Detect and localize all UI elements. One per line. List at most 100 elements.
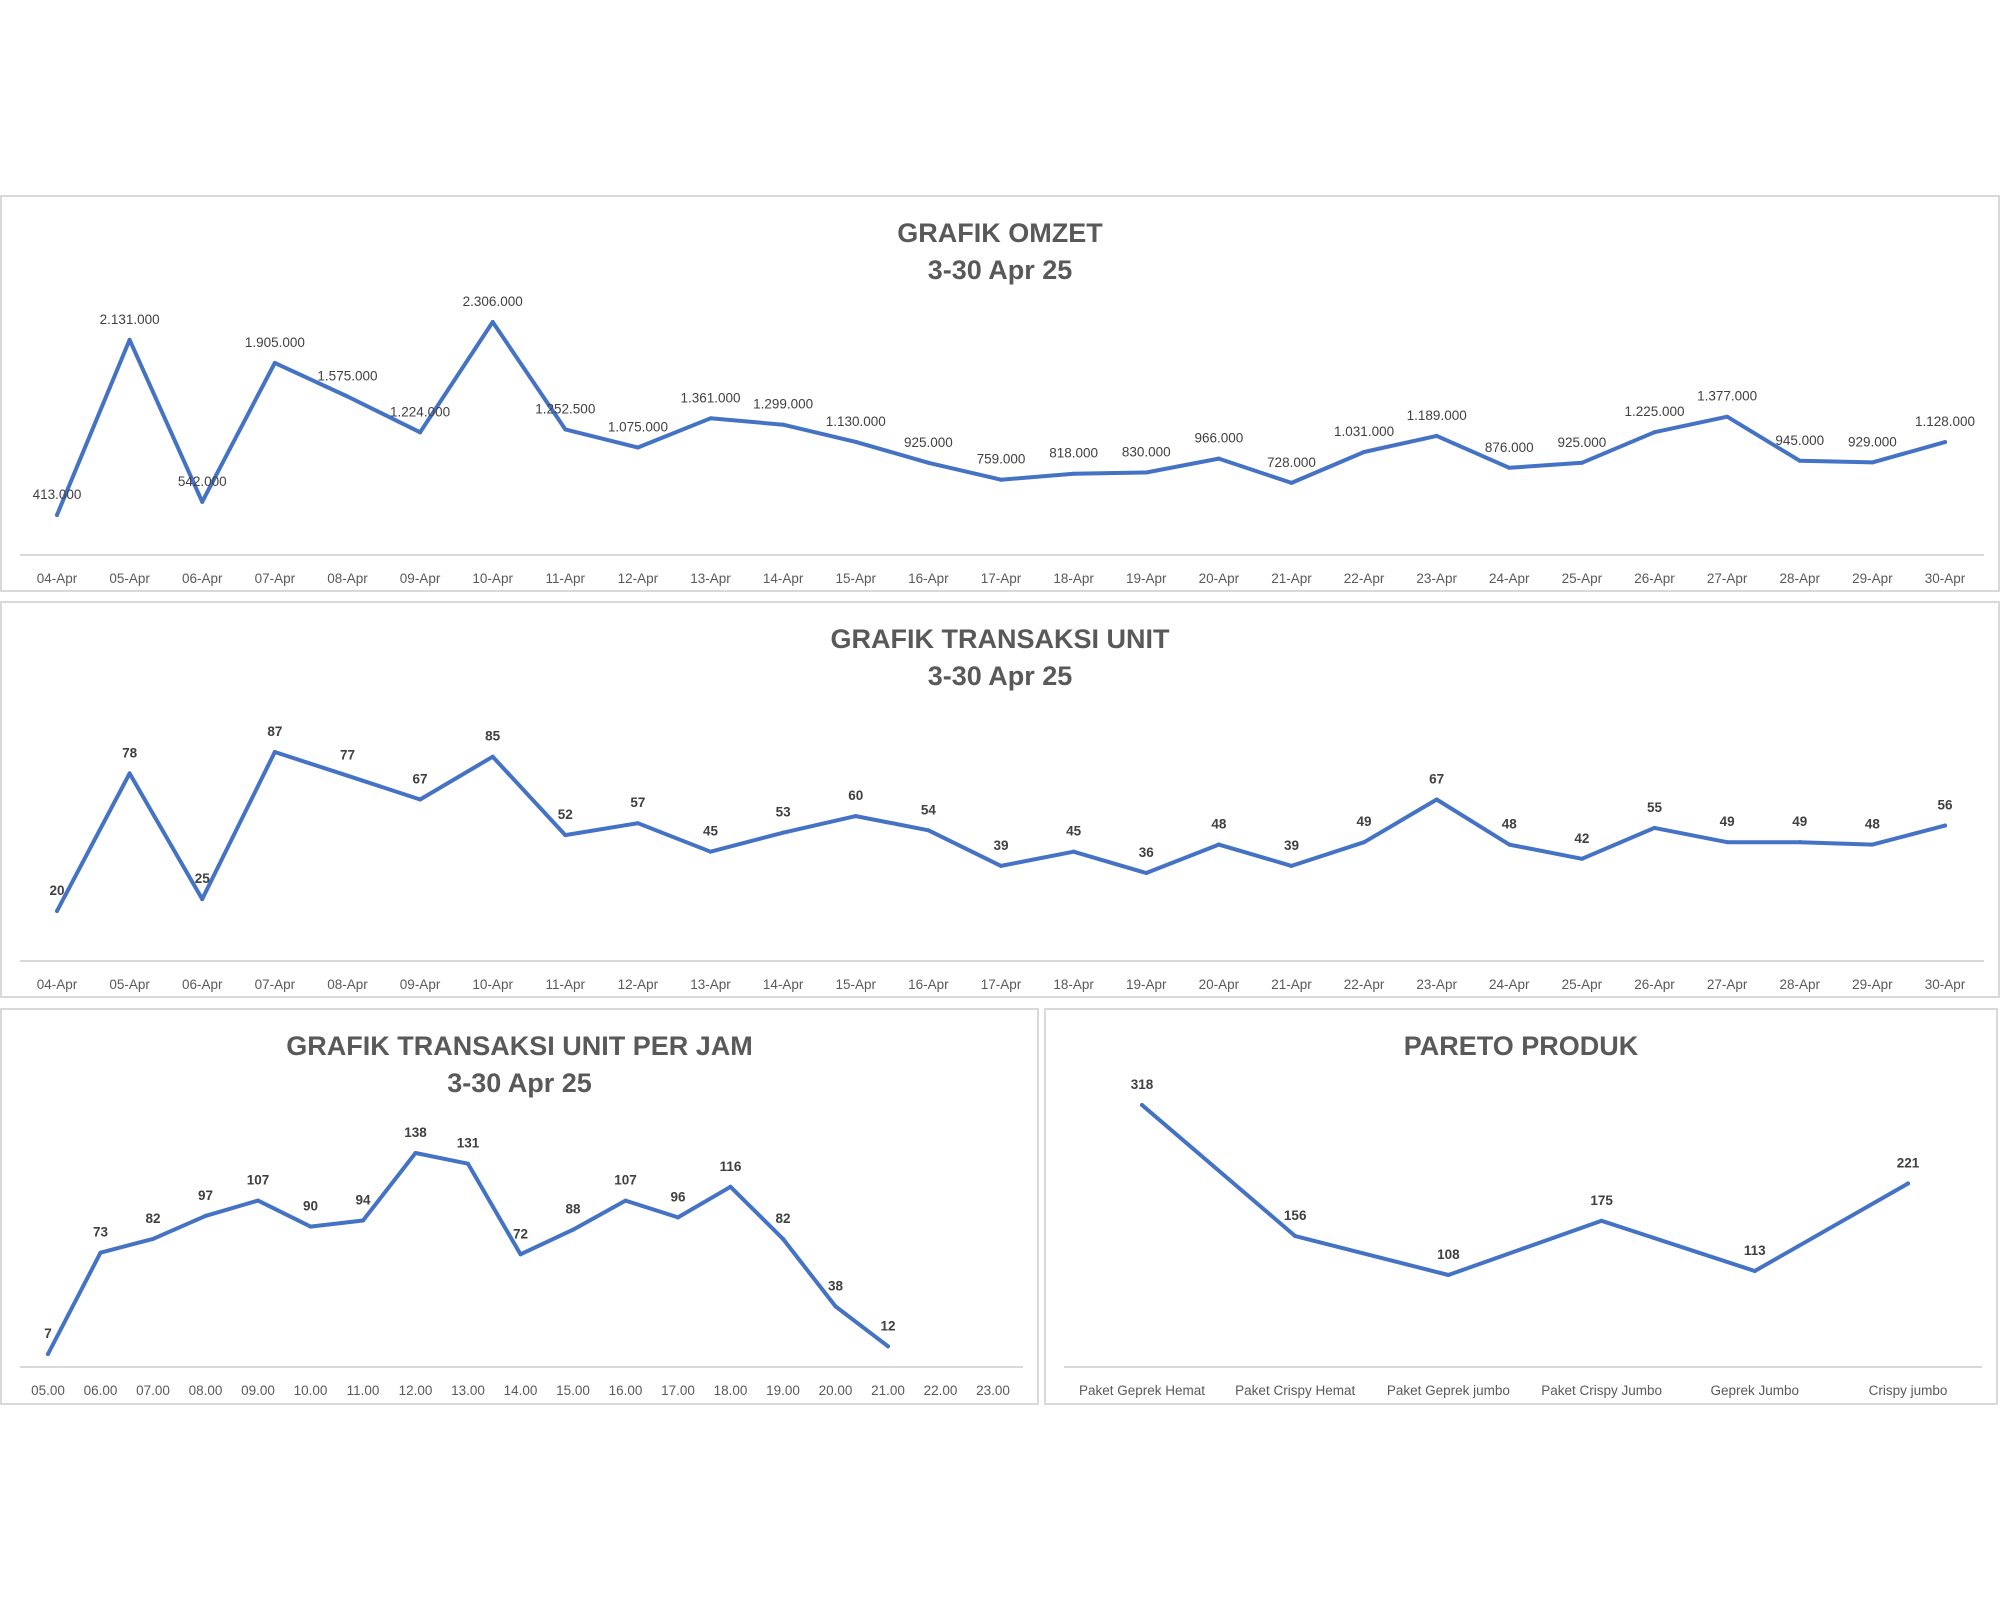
chart-title-block: GRAFIK TRANSAKSI UNIT 3-30 Apr 25 <box>2 621 1998 695</box>
x-tick-label: 08-Apr <box>327 977 368 992</box>
data-point <box>272 750 277 754</box>
x-tick-label: 21-Apr <box>1271 571 1312 586</box>
data-label: 85 <box>485 729 501 744</box>
data-label: 945.000 <box>1775 433 1824 448</box>
data-point <box>55 513 59 517</box>
data-label: 113 <box>1744 1243 1766 1258</box>
data-point <box>1725 414 1730 419</box>
data-label: 1.031.000 <box>1334 424 1394 439</box>
data-point <box>1507 842 1512 847</box>
data-label: 925.000 <box>1558 435 1607 450</box>
data-label: 67 <box>1429 771 1444 786</box>
chart-panel-transaksi-unit: GRAFIK TRANSAKSI UNIT 3-30 Apr 25 20 78 25… <box>0 601 2000 998</box>
x-tick-label: 16-Apr <box>908 977 949 992</box>
x-tick-label: 26-Apr <box>1634 977 1675 992</box>
data-label: 728.000 <box>1267 455 1316 470</box>
data-label: 94 <box>355 1193 371 1208</box>
data-label: 818.000 <box>1049 446 1098 461</box>
x-tick-label: 12.00 <box>399 1383 433 1398</box>
data-point <box>1362 840 1367 845</box>
data-point <box>1293 1234 1298 1239</box>
x-tick-label: 13-Apr <box>690 571 731 586</box>
data-point <box>413 1151 418 1155</box>
x-tick-label: 13.00 <box>451 1383 485 1398</box>
data-label: 876.000 <box>1485 440 1534 455</box>
data-label: 72 <box>513 1226 528 1241</box>
x-tick-label: 08-Apr <box>327 571 368 586</box>
data-label: 759.000 <box>977 452 1026 467</box>
x-tick-label: 16.00 <box>609 1383 643 1398</box>
data-point <box>1144 871 1149 876</box>
x-tick-label: Paket Crispy Hemat <box>1235 1383 1355 1398</box>
data-label: 52 <box>558 807 573 822</box>
data-label: 1.905.000 <box>245 335 305 350</box>
data-point <box>1579 460 1584 465</box>
x-tick-label: 29-Apr <box>1852 977 1893 992</box>
x-tick-label: 23-Apr <box>1416 977 1457 992</box>
data-point <box>256 1198 260 1203</box>
data-label: 107 <box>247 1173 270 1188</box>
data-label: 38 <box>828 1278 844 1293</box>
data-label: 138 <box>404 1125 427 1140</box>
x-tick-label: 10-Apr <box>472 977 513 992</box>
chart-title-block: PARETO PRODUK <box>1046 1028 1996 1065</box>
data-label: 54 <box>921 802 937 817</box>
data-point <box>308 1224 313 1229</box>
x-tick-label: 21-Apr <box>1271 977 1312 992</box>
data-label: 73 <box>93 1225 109 1240</box>
data-label: 925.000 <box>904 435 953 450</box>
x-tick-label: 07.00 <box>136 1383 170 1398</box>
data-label: 108 <box>1437 1247 1460 1262</box>
x-tick-label: 11.00 <box>347 1383 380 1398</box>
x-tick-label: 22.00 <box>924 1383 958 1398</box>
data-label: 156 <box>1284 1208 1307 1223</box>
x-tick-label: Paket Crispy Jumbo <box>1541 1383 1662 1398</box>
data-point <box>853 439 858 444</box>
data-label: 1.361.000 <box>681 390 741 405</box>
data-label: 60 <box>848 788 863 803</box>
data-label: 55 <box>1647 800 1663 815</box>
x-tick-label: 07-Apr <box>255 977 296 992</box>
data-point <box>200 499 205 504</box>
data-point <box>1507 465 1512 470</box>
x-tick-label: 30-Apr <box>1925 977 1966 992</box>
data-point <box>55 909 59 913</box>
x-tick-label: Crispy jumbo <box>1869 1383 1948 1398</box>
chart-subtitle: 3-30 Apr 25 <box>927 661 1073 691</box>
x-tick-label: Paket Geprek Hemat <box>1079 1383 1205 1398</box>
data-point <box>1434 797 1439 802</box>
data-point <box>418 430 423 435</box>
data-point <box>1870 460 1875 465</box>
data-label: 1.128.000 <box>1915 414 1975 429</box>
x-tick-label: Geprek Jumbo <box>1711 1383 1800 1398</box>
data-label: 1.130.000 <box>826 414 886 429</box>
data-label: 1.575.000 <box>317 369 377 384</box>
data-point <box>635 445 640 450</box>
data-point <box>200 897 205 902</box>
data-point <box>1362 449 1367 454</box>
data-label: 36 <box>1139 845 1155 860</box>
data-point <box>466 1161 470 1166</box>
data-point <box>1943 440 1947 445</box>
data-label: 966.000 <box>1194 431 1243 446</box>
x-tick-label: 10.00 <box>294 1383 328 1398</box>
data-label: 1.225.000 <box>1625 404 1685 419</box>
x-tick-label: 25-Apr <box>1562 571 1603 586</box>
data-point <box>490 320 495 324</box>
x-tick-label: 20-Apr <box>1199 977 1240 992</box>
data-point <box>1943 823 1947 828</box>
data-label: 39 <box>1284 838 1299 853</box>
x-tick-label: 27-Apr <box>1707 571 1748 586</box>
data-label: 542.000 <box>178 474 227 489</box>
data-label: 116 <box>720 1159 742 1174</box>
data-label: 1.299.000 <box>753 397 813 412</box>
x-tick-label: 24-Apr <box>1489 977 1530 992</box>
data-point <box>1652 430 1657 435</box>
chart-title-block: GRAFIK OMZET 3-30 Apr 25 <box>2 215 1998 289</box>
data-point <box>1752 1268 1757 1273</box>
x-tick-label: 28-Apr <box>1780 571 1821 586</box>
data-label: 48 <box>1211 817 1227 832</box>
x-tick-label: 12-Apr <box>618 571 659 586</box>
data-point <box>999 477 1003 482</box>
data-label: 929.000 <box>1848 434 1897 449</box>
